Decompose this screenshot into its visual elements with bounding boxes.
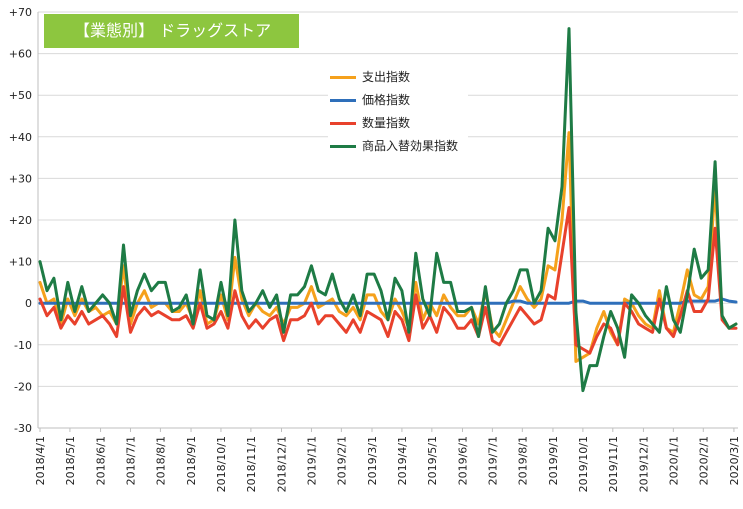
x-tick-label: 2018/10/1 <box>215 436 228 492</box>
y-tick-label: 0 <box>25 297 32 310</box>
x-tick-label: 2019/11/1 <box>607 436 620 492</box>
x-tick-label: 2019/3/1 <box>366 436 379 485</box>
x-tick-label: 2018/6/1 <box>95 436 108 485</box>
x-tick-label: 2019/12/1 <box>637 436 650 492</box>
legend-swatch <box>330 99 356 102</box>
x-tick-label: 2018/12/1 <box>276 436 289 492</box>
y-tick-label: +20 <box>9 214 32 227</box>
series-line-0 <box>38 131 738 363</box>
y-tick-label: -20 <box>14 380 32 393</box>
x-tick-label: 2018/7/1 <box>124 436 137 485</box>
x-tick-label: 2019/7/1 <box>486 436 499 485</box>
y-tick-label: -10 <box>14 339 32 352</box>
y-tick-label: +30 <box>9 172 32 185</box>
x-tick-label: 2018/9/1 <box>185 436 198 485</box>
legend-item: 数量指数 <box>328 112 468 135</box>
x-tick-label: 2020/1/1 <box>667 436 680 485</box>
legend-item: 商品入替効果指数 <box>328 135 468 158</box>
legend: 支出指数価格指数数量指数商品入替効果指数 <box>328 66 468 158</box>
y-tick-label: +70 <box>9 6 32 19</box>
x-tick-label: 2019/10/1 <box>577 436 590 492</box>
x-tick-label: 2019/4/1 <box>396 436 409 485</box>
chart-title: 【業態別】 ドラッグストア <box>44 14 299 48</box>
legend-label: 数量指数 <box>362 116 411 130</box>
legend-swatch <box>330 145 356 148</box>
y-axis: -30 -20 -10 0 +10 +20 +30 +40 +50 +60 +70 <box>9 6 738 435</box>
y-tick-label: +50 <box>9 89 32 102</box>
x-tick-label: 2020/3/1 <box>728 436 741 485</box>
legend-swatch <box>330 122 356 125</box>
legend-item: 支出指数 <box>328 66 468 89</box>
y-tick-label: -30 <box>14 422 32 435</box>
series-layer <box>38 27 738 393</box>
y-tick-label: +40 <box>9 131 32 144</box>
x-tick-label: 2019/9/1 <box>547 436 560 485</box>
x-tick-label: 2018/11/1 <box>245 436 258 492</box>
series-line-2 <box>38 206 738 355</box>
x-tick-label: 2018/8/1 <box>154 436 167 485</box>
y-tick-label: +10 <box>9 256 32 269</box>
series-line-3 <box>38 27 738 393</box>
x-tick-label: 2020/2/1 <box>697 436 710 485</box>
x-tick-label: 2018/4/1 <box>34 436 47 485</box>
x-axis: 2018/4/1 2018/5/1 2018/6/1 2018/7/1 2018/8/1… <box>34 428 741 492</box>
x-tick-label: 2019/5/1 <box>426 436 439 485</box>
series-line-1 <box>38 297 738 305</box>
legend-label: 支出指数 <box>362 70 411 84</box>
x-tick-label: 2019/8/1 <box>516 436 529 485</box>
x-tick-label: 2018/5/1 <box>64 436 77 485</box>
x-tick-label: 2019/2/1 <box>335 436 348 485</box>
legend-label: 商品入替効果指数 <box>362 139 459 153</box>
legend-swatch <box>330 76 356 79</box>
x-tick-label: 2019/6/1 <box>456 436 469 485</box>
y-tick-label: +60 <box>9 48 32 61</box>
legend-label: 価格指数 <box>362 93 411 107</box>
x-tick-label: 2019/1/1 <box>305 436 318 485</box>
legend-item: 価格指数 <box>328 89 468 112</box>
